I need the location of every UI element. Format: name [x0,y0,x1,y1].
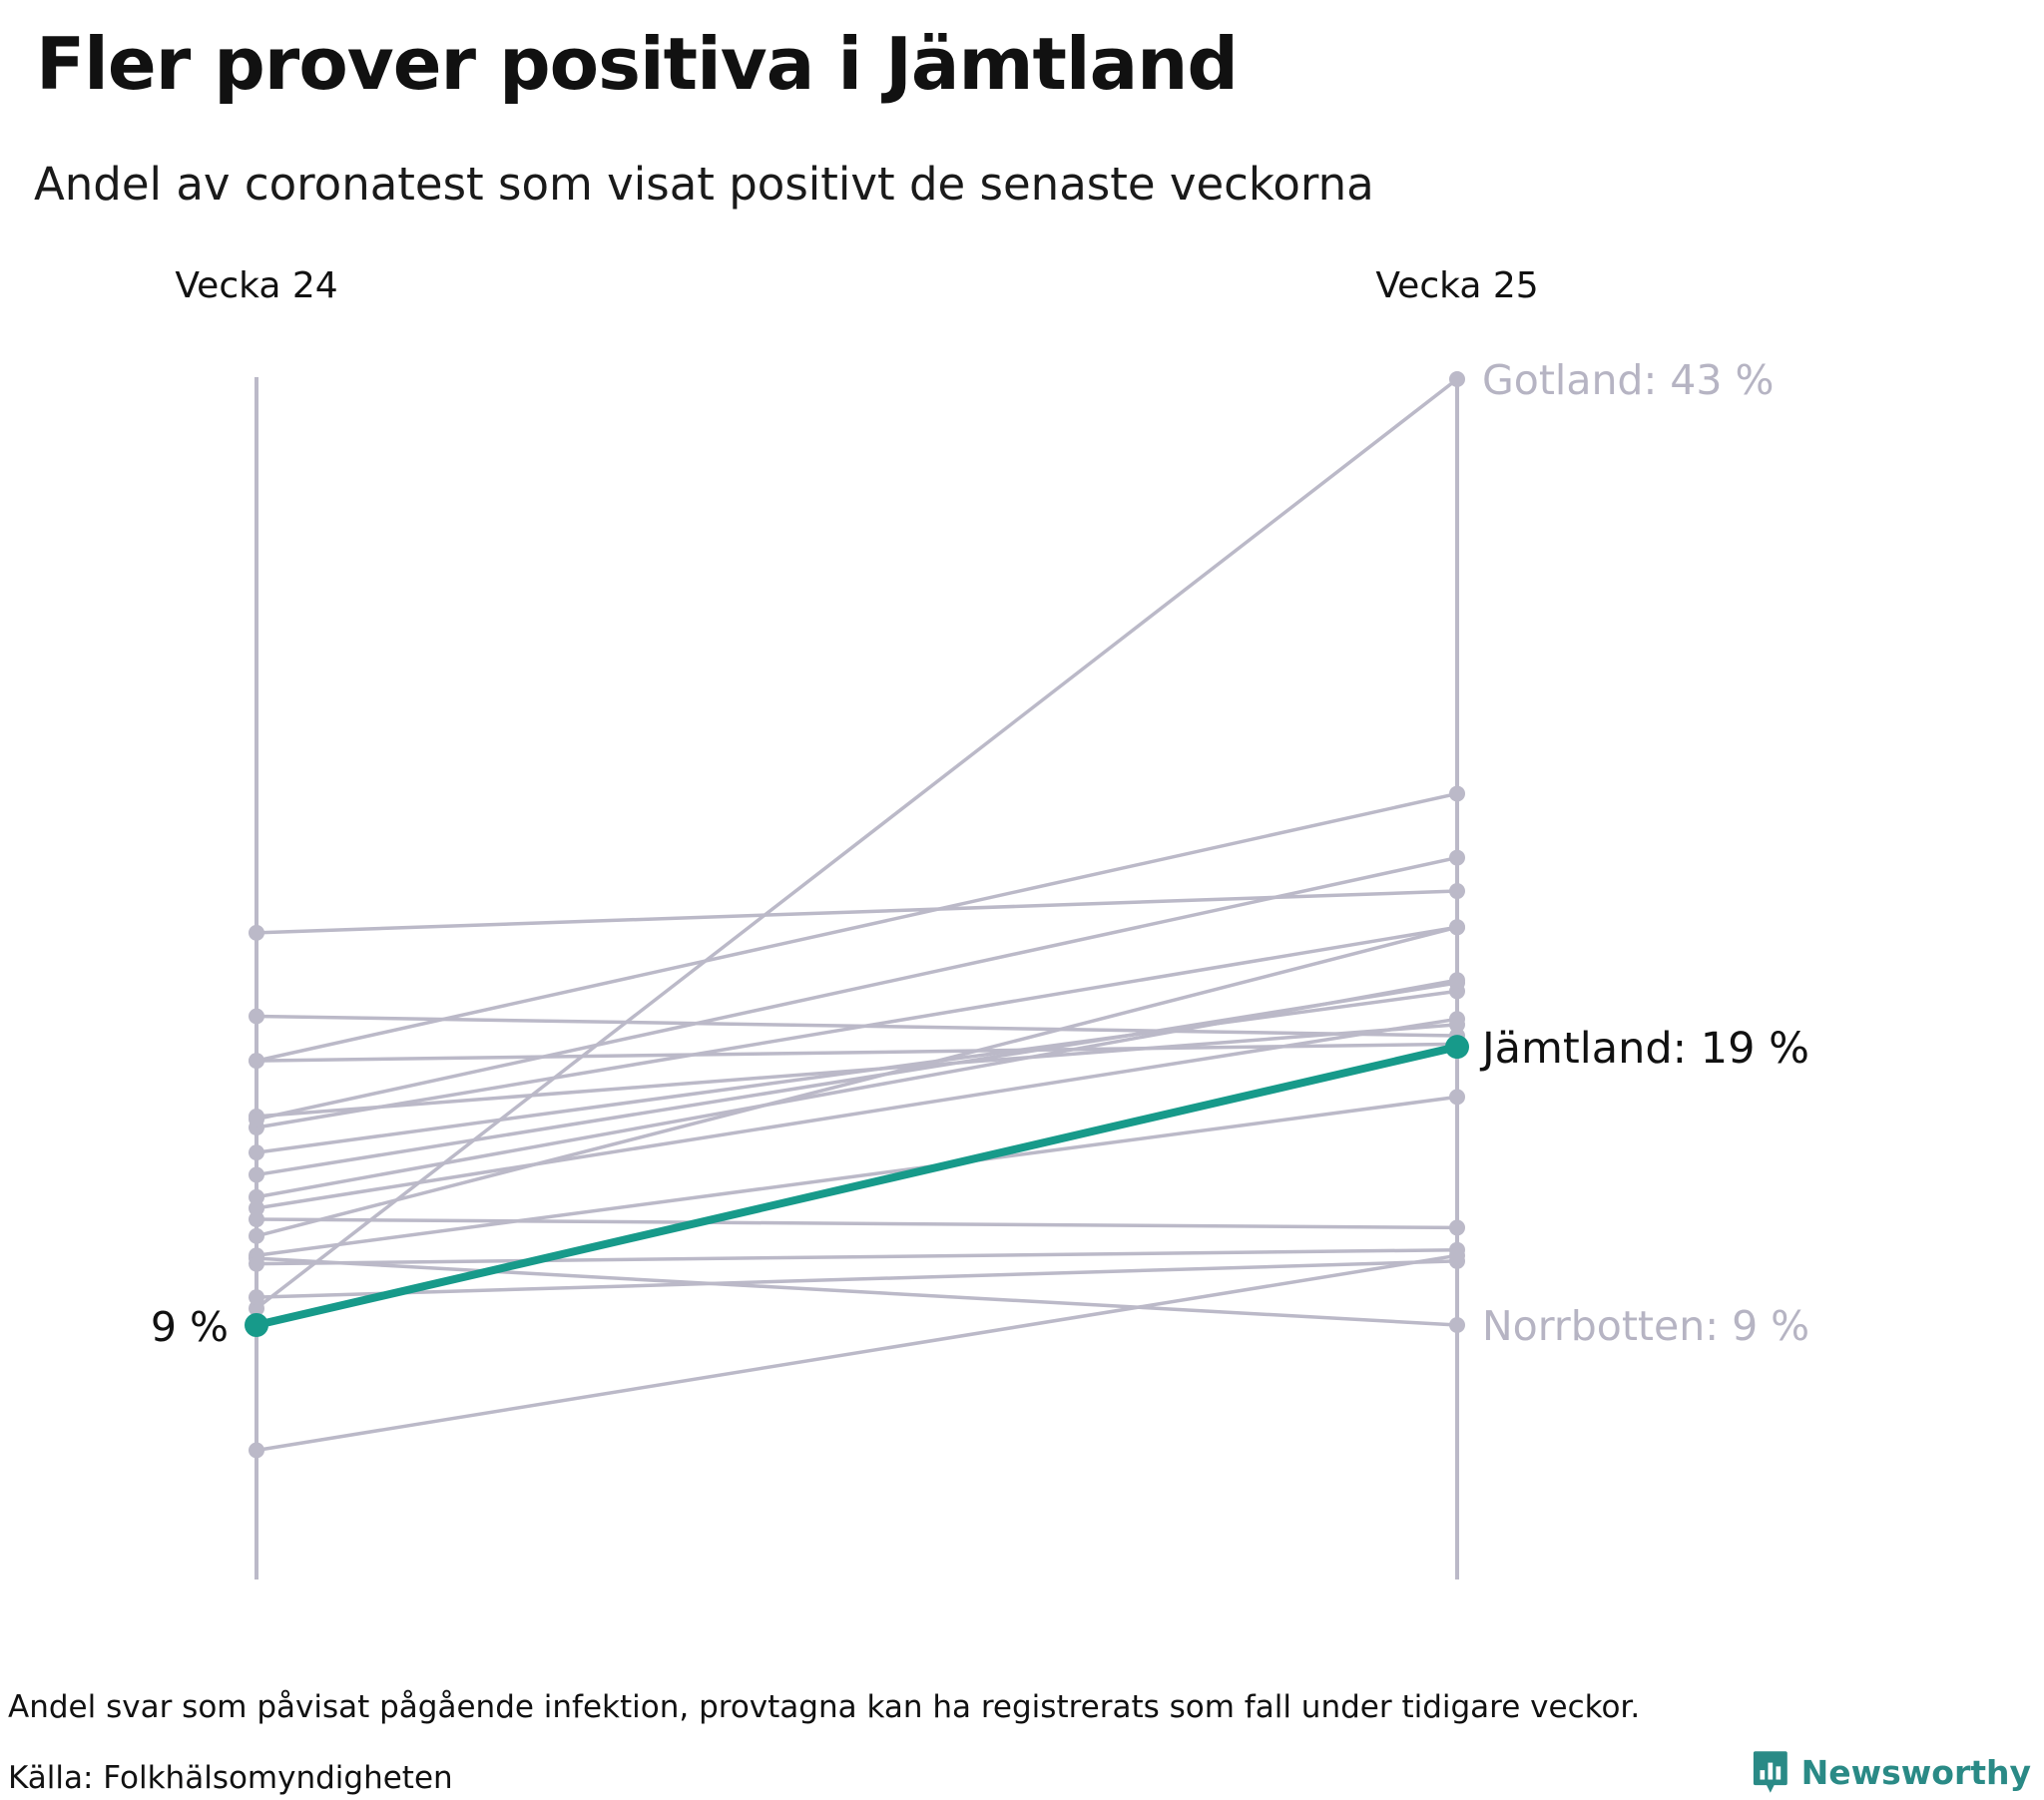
series-point-end-region-g [1449,972,1465,989]
axis-label-right: Vecka 25 [1375,265,1538,306]
series-point-start-region-m [249,1053,264,1070]
series-line-region-g [256,978,1458,1199]
series-line-region-o [256,1247,1458,1266]
series-line-region-d [256,925,1458,1129]
series-line-norrbotten [256,1256,1458,1327]
series-point-end-region-j [1449,1089,1465,1106]
source-note: Källa: Folkhälsomyndigheten [8,1760,453,1796]
series-label-gotland: Gotland: 43 % [1482,356,1774,404]
series-point-start-region-l [249,924,264,941]
series-point-start-gotland [249,1300,264,1317]
series-point-start-region-q [249,1442,264,1459]
series-point-end-jamtland [1445,1035,1469,1060]
series-point-start-jamtland [245,1313,268,1337]
series-point-end-region-i [1449,1219,1465,1236]
series-point-start-region-b [249,1008,264,1025]
series-line-region-a [256,1042,1458,1063]
newsworthy-logo: Newsworthy [1752,1744,2031,1800]
series-line-region-k [256,855,1458,1122]
chart-title: Fler prover positiva i Jämtland [36,22,1239,106]
series-line-region-j [256,1095,1458,1258]
series-dots-group [245,371,1469,1459]
chart-subtitle: Andel av coronatest som visat positivt d… [34,158,1374,211]
series-point-end-region-m [1449,785,1465,802]
series-line-gotland [255,377,1459,1310]
series-point-end-region-l [1449,883,1465,900]
series-point-start-region-i [249,1211,264,1228]
series-line-jamtland [253,1043,1461,1329]
series-point-end-region-k [1449,849,1465,866]
series-line-region-n [256,925,1458,1238]
axis-label-left: Vecka 24 [175,265,337,306]
brand-name: Newsworthy [1800,1752,2031,1792]
series-point-end-gotland [1449,371,1465,387]
series-lines-group [253,377,1461,1453]
labels-group: Vecka 24 Vecka 25 Gotland: 43 % Norrbotten:… [151,265,1809,1351]
series-point-start-region-o [249,1255,264,1272]
series-line-region-l [256,889,1458,935]
series-point-start-region-g [249,1188,264,1205]
series-point-start-region-h [249,1199,264,1216]
axes-group [255,377,1459,1579]
series-point-end-region-n [1449,919,1465,936]
series-line-region-e [256,989,1458,1154]
series-line-region-p [256,1259,1458,1299]
series-point-start-region-p [249,1289,264,1306]
series-line-region-q [256,1253,1458,1453]
series-line-region-i [256,1217,1458,1230]
series-point-start-region-n [249,1227,264,1244]
series-point-start-region-k [249,1111,264,1127]
series-label-jamtland: Jämtland: 19 % [1479,1024,1809,1074]
chart-note: Andel svar som påvisat pågående infektio… [8,1689,1641,1725]
series-point-start-region-f [249,1166,264,1183]
series-start-label-jamtland: 9 % [151,1303,229,1351]
series-point-start-region-e [249,1144,264,1161]
series-point-end-norrbotten [1449,1317,1465,1333]
series-line-region-h [256,1017,1458,1210]
series-point-end-region-h [1449,1011,1465,1028]
series-label-norrbotten: Norrbotten: 9 % [1482,1302,1809,1350]
series-point-end-region-q [1449,1247,1465,1264]
series-line-region-m [256,791,1458,1063]
newsworthy-logo-icon [1753,1751,1788,1793]
